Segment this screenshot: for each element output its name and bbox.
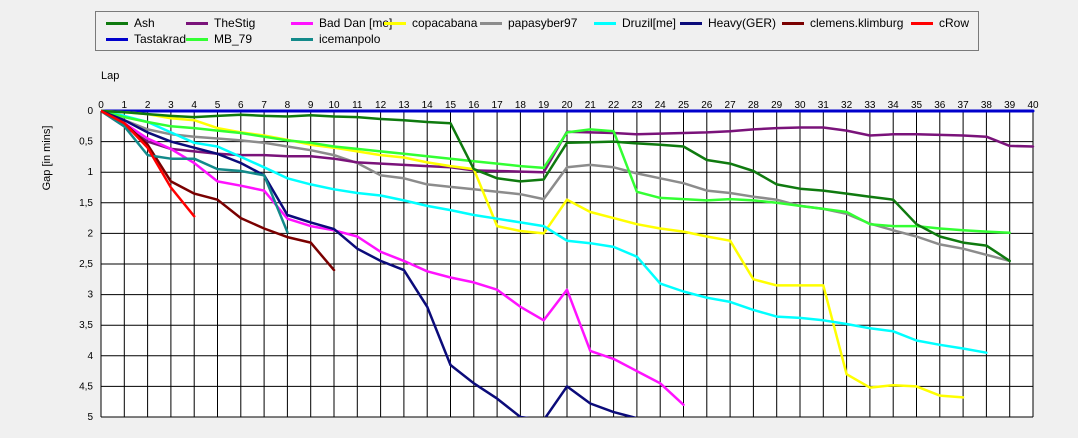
x-tick-label: 13 [398,100,410,111]
series-line [101,109,336,272]
chart-legend: Ash TheStig Bad Dan [me] copacabana papasybe… [95,11,979,51]
legend-label: Heavy(GER) [708,16,777,30]
y-tick-label: 4,5 [79,381,93,392]
y-tick-label: 2,5 [79,259,93,270]
x-tick-label: 31 [818,100,830,111]
x-tick-label: 4 [191,100,197,111]
legend-label: MB_79 [214,32,253,46]
x-tick-label: 0 [98,100,104,111]
legend-label: cRow [939,16,970,30]
x-tick-label: 10 [328,100,340,111]
x-tick-label: 40 [1027,100,1039,111]
x-tick-label: 35 [911,100,923,111]
legend-label: TheStig [214,16,256,30]
x-tick-label: 1 [122,100,128,111]
series-line [101,109,196,218]
x-tick-label: 14 [422,100,434,111]
legend-label: clemens.klimburg [810,16,904,30]
x-tick-label: 3 [168,100,174,111]
x-tick-label: 37 [958,100,970,111]
legend-swatch [680,22,702,25]
series-line [101,109,685,407]
x-tick-label: 27 [725,100,737,111]
x-tick-label: 6 [238,100,244,111]
x-tick-label: 36 [934,100,946,111]
y-tick-label: 0,5 [79,137,93,148]
x-tick-label: 15 [445,100,457,111]
legend-swatch [106,38,128,41]
legend-swatch [384,22,406,25]
x-tick-label: 38 [981,100,993,111]
x-tick-label: 28 [748,100,760,111]
x-tick-label: 5 [215,100,221,111]
y-tick-label: 1 [87,167,93,178]
legend-swatch [782,22,804,25]
legend-swatch [291,22,313,25]
x-tick-label: 21 [585,100,597,111]
legend-swatch [186,38,208,41]
legend-label: Druzil[me] [622,16,677,30]
x-tick-label: 32 [841,100,853,111]
y-tick-label: 3 [87,290,93,301]
legend-label: Ash [134,16,155,30]
legend-label: Tastakrad [134,32,187,46]
legend-swatch [291,38,313,41]
x-tick-label: 26 [701,100,713,111]
x-tick-label: 34 [888,100,900,111]
x-tick-label: 25 [678,100,690,111]
legend-swatch [186,22,208,25]
series-line [101,109,289,234]
x-tick-label: 23 [631,100,643,111]
series-group [101,109,1035,417]
y-tick-label: 0 [87,106,93,117]
x-tick-label: 22 [608,100,620,111]
x-tick-label: 19 [538,100,550,111]
legend-swatch [911,22,933,25]
legend-swatch [106,22,128,25]
x-tick-label: 9 [308,100,314,111]
series-line [101,109,638,417]
x-tick-label: 33 [864,100,876,111]
legend-label: Bad Dan [me] [319,16,393,30]
x-tick-label: 17 [492,100,504,111]
x-tick-label: 2 [145,100,151,111]
x-tick-label: 18 [515,100,527,111]
legend-label: papasyber97 [508,16,578,30]
x-axis-label: Lap [101,70,119,82]
x-tick-label: 8 [285,100,291,111]
legend-swatch [594,22,616,25]
series-line [101,109,1011,263]
x-tick-label: 16 [468,100,480,111]
series-line [101,109,988,354]
x-tick-label: 29 [771,100,783,111]
x-tick-label: 24 [655,100,667,111]
x-tick-label: 12 [375,100,387,111]
y-tick-label: 4 [87,351,93,362]
series-line [101,109,1011,235]
legend-label: icemanpolo [319,32,381,46]
x-tick-label: 39 [1004,100,1016,111]
x-tick-label: 30 [794,100,806,111]
y-tick-label: 3,5 [79,320,93,331]
y-tick-label: 1,5 [79,198,93,209]
x-tick-label: 20 [561,100,573,111]
x-tick-label: 11 [352,100,363,111]
y-tick-label: 5 [87,412,93,423]
legend-label: copacabana [412,16,478,30]
y-axis-label: Gap [in mins] [41,126,53,191]
x-tick-label: 7 [261,100,267,111]
y-tick-label: 2 [87,228,93,239]
legend-swatch [480,22,502,25]
